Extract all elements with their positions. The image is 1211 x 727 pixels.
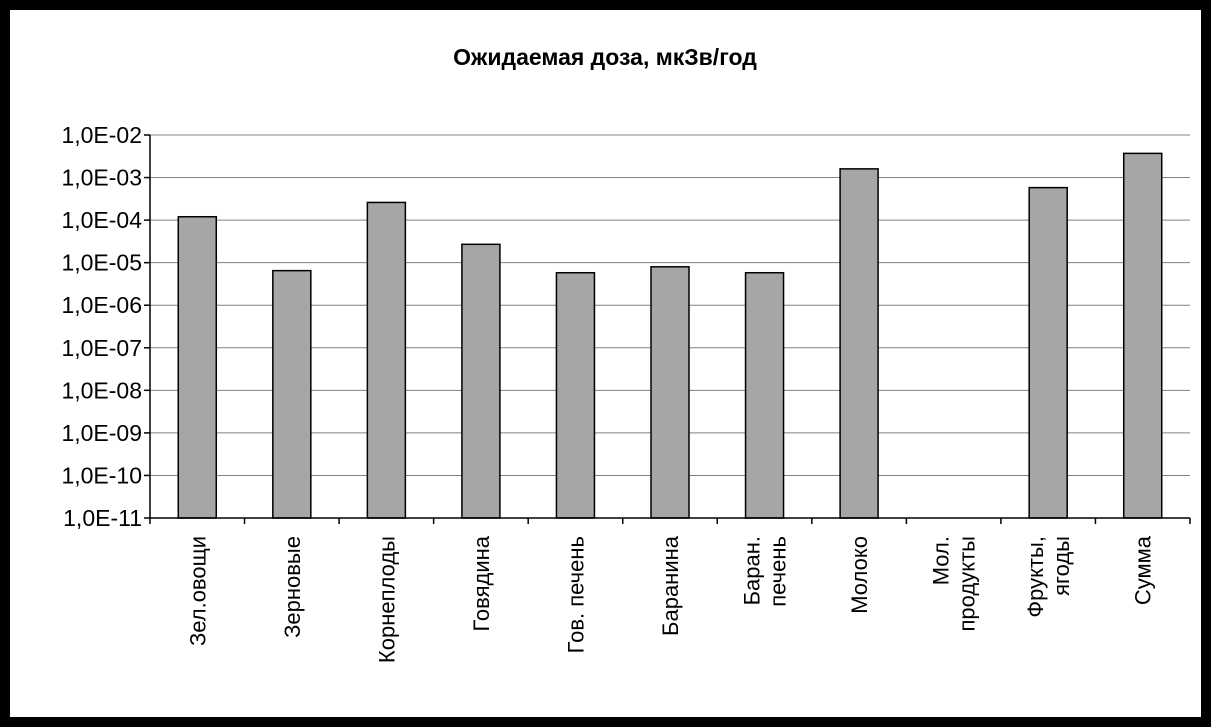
x-tick-label: Зел.овощи	[185, 536, 210, 646]
axes	[149, 135, 1190, 519]
y-tick-label: 1,0E-06	[61, 292, 142, 318]
x-tick-label: Фрукты,	[1023, 536, 1048, 618]
bar	[744, 271, 785, 519]
x-tick-label: Корнеплоды	[374, 536, 399, 663]
bar	[1028, 186, 1068, 519]
y-tick-label: 1,0E-07	[61, 335, 142, 361]
bar	[650, 266, 690, 519]
bar	[461, 243, 501, 519]
y-tick-label: 1,0E-02	[61, 122, 142, 148]
x-tick-label: Молоко	[847, 536, 872, 614]
x-tick-label: Баранина	[658, 535, 683, 636]
x-tick-labels: Зел.овощи Зерновые Корнеплоды Говядина Гов. …	[149, 518, 1191, 663]
y-tick-label: 1,0E-05	[61, 250, 142, 276]
bar	[839, 168, 879, 519]
x-tick-label: продукты	[955, 536, 980, 632]
y-tick-label: 1,0E-08	[61, 377, 142, 403]
bar	[177, 215, 218, 519]
y-tick-label: 1,0E-11	[63, 505, 142, 531]
x-tick-label: Говядина	[469, 535, 494, 631]
x-tick-label: Баран.	[740, 536, 765, 605]
y-tick-labels: 1,0E-02 1,0E-03 1,0E-04 1,0E-05 1,0E-06 1,0E-…	[61, 122, 150, 531]
chart-title: Ожидаемая доза, мкЗв/год	[453, 44, 757, 70]
x-tick-label: Гов. печень	[563, 536, 588, 653]
x-tick-label: ягоды	[1049, 536, 1074, 596]
y-tick-label: 1,0E-10	[61, 462, 142, 488]
y-tick-label: 1,0E-03	[61, 165, 142, 191]
bar	[366, 201, 407, 519]
x-tick-label: Зерновые	[280, 536, 305, 638]
y-tick-label: 1,0E-09	[61, 420, 142, 446]
x-tick-label: Сумма	[1131, 535, 1156, 605]
bar	[1122, 152, 1163, 519]
bar	[555, 271, 596, 519]
bar	[272, 269, 312, 519]
x-tick-label: Мол.	[929, 536, 954, 585]
x-tick-label: печень	[766, 536, 791, 607]
bars	[177, 152, 1163, 519]
y-tick-label: 1,0E-04	[61, 207, 142, 233]
